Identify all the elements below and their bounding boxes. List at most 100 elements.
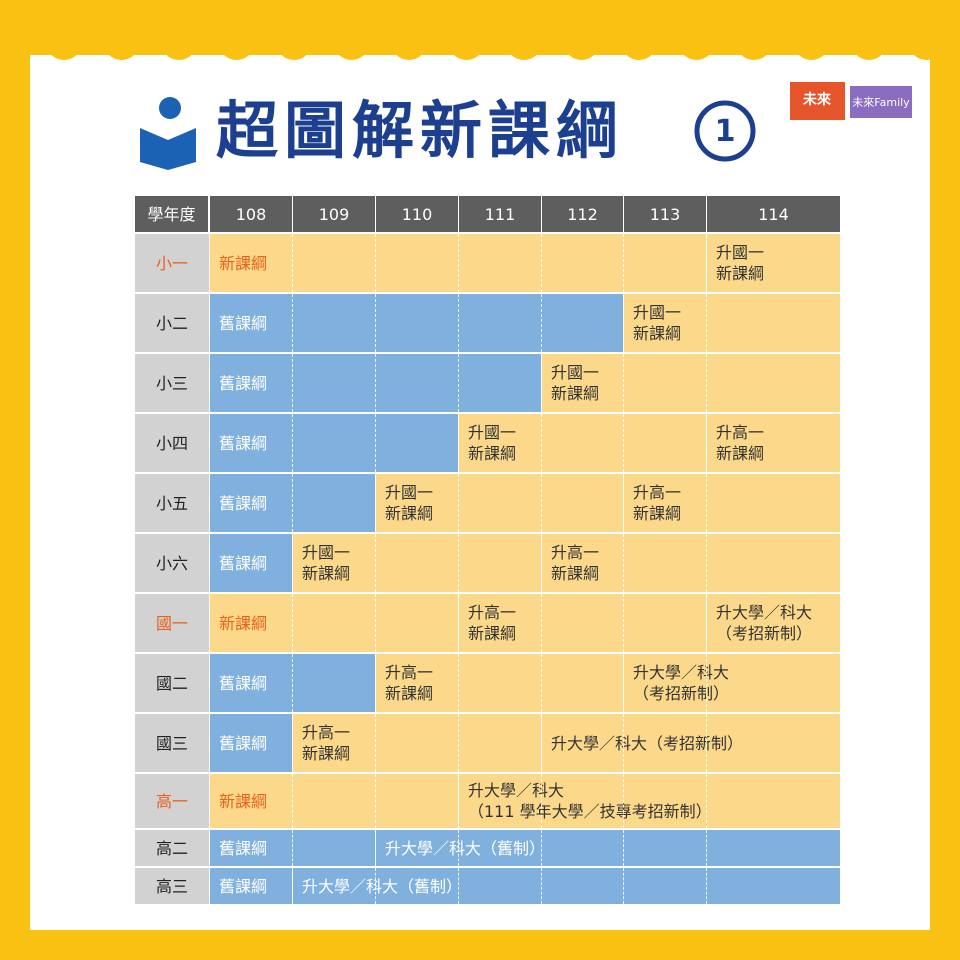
row-label: 小三: [135, 354, 209, 412]
row-label: 國一: [135, 594, 209, 652]
divider: [623, 414, 624, 472]
row-label: 高三: [135, 868, 209, 904]
divider: [458, 654, 459, 712]
segment: 升大學／科大 （111 學年大學／技專考招新制）: [459, 774, 840, 828]
divider: [541, 474, 542, 532]
cell-text: 升國一: [302, 543, 351, 562]
column-header: 112: [542, 196, 623, 232]
segment: 升國一 新課綱: [376, 474, 623, 532]
cell-text: 升高一: [302, 723, 351, 742]
cell-text: 舊課綱: [219, 673, 268, 693]
segment: 升高一 新課綱: [459, 594, 706, 652]
segment: 升國一 新課綱: [459, 414, 706, 472]
cell-text: 升高一: [716, 423, 765, 442]
divider: [292, 594, 293, 652]
divider: [706, 654, 707, 712]
cell-text: 升國一: [551, 363, 600, 382]
divider: [375, 774, 376, 828]
cell-text: 新課綱: [385, 684, 434, 703]
cell-text: 學年度: [147, 204, 196, 224]
row-label: 小五: [135, 474, 209, 532]
divider: [706, 774, 707, 828]
row-label: 國二: [135, 654, 209, 712]
cell-text: 小二: [155, 313, 188, 333]
row-label: 高一: [135, 774, 209, 828]
cell-text: 舊課綱: [219, 493, 268, 513]
segment: 舊課綱: [210, 414, 458, 472]
divider: [375, 714, 376, 772]
divider: [375, 534, 376, 592]
divider: [623, 774, 624, 828]
cell-text: 舊課綱: [219, 838, 268, 858]
cell-text: 高一: [155, 791, 188, 811]
cell-text: 升國一: [633, 303, 682, 322]
divider: [706, 354, 707, 412]
divider: [375, 294, 376, 352]
cell-text: 升大學／科大: [716, 603, 813, 622]
cell-text: 新課綱: [716, 444, 765, 463]
divider: [292, 830, 293, 866]
cell-text: 舊課綱: [219, 373, 268, 393]
segment: 舊課綱: [210, 534, 292, 592]
segment: 升大學／科大（舊制）: [293, 868, 840, 904]
divider: [375, 868, 376, 904]
cell-text: 新課綱: [633, 504, 682, 523]
segment: 升大學／科大 （考招新制）: [624, 654, 840, 712]
cell-text: 升國一: [385, 483, 434, 502]
cell-text: 舊課綱: [219, 433, 268, 453]
divider: [706, 474, 707, 532]
divider: [292, 414, 293, 472]
cell-text: 114: [758, 204, 789, 224]
divider: [623, 354, 624, 412]
divider: [375, 414, 376, 472]
cell-text: 國一: [155, 613, 188, 633]
segment: 升高一 新課綱: [542, 534, 840, 592]
divider: [292, 234, 293, 292]
segment: 升大學／科大（舊制）: [376, 830, 840, 866]
cell-text: 高三: [155, 876, 188, 896]
segment: 升高一 新課綱: [624, 474, 840, 532]
logo: 未來Family: [852, 96, 910, 109]
cell-text: 110: [401, 204, 433, 224]
cell-text: 新課綱: [385, 504, 434, 523]
divider: [623, 234, 624, 292]
cell-text: 升大學／科大（舊制）: [385, 838, 546, 858]
badge: 1: [715, 114, 736, 149]
divider: [623, 830, 624, 866]
cell-text: 新課綱: [219, 613, 268, 633]
divider: [292, 474, 293, 532]
segment: 新課綱: [210, 594, 458, 652]
cell-text: 升高一: [633, 483, 682, 502]
divider: [292, 354, 293, 412]
cell-text: 升高一: [468, 603, 517, 622]
row-label: 小四: [135, 414, 209, 472]
cell-text: （111 學年大學／技專考招新制）: [468, 802, 712, 821]
cell-text: 新課綱: [468, 624, 517, 643]
cell-text: 新課綱: [716, 264, 765, 283]
divider: [541, 414, 542, 472]
segment: 升國一 新課綱: [707, 234, 840, 292]
cell-text: 小六: [155, 553, 188, 573]
binder-rings: [46, 0, 945, 60]
column-header: 111: [459, 196, 541, 232]
divider: [623, 594, 624, 652]
cell-text: 新課綱: [219, 791, 268, 811]
cell-text: 升大學／科大: [633, 663, 730, 682]
cell-text: 國三: [155, 733, 188, 753]
cell-text: 新課綱: [302, 744, 351, 763]
divider: [541, 654, 542, 712]
cell-text: 113: [649, 204, 681, 224]
cell-text: （考招新制）: [716, 624, 813, 643]
cell-text: 國二: [155, 673, 188, 693]
segment: 升大學／科大 （考招新制）: [707, 594, 840, 652]
cell-text: 舊課綱: [219, 876, 268, 896]
cell-text: 升大學／科大: [468, 781, 565, 800]
logo-box: [790, 82, 845, 120]
row-label: 小一: [135, 234, 209, 292]
cell-text: 109: [318, 204, 350, 224]
cell-text: 新課綱: [468, 444, 517, 463]
column-header: 108: [210, 196, 292, 232]
divider: [706, 868, 707, 904]
segment: 升國一 新課綱: [624, 294, 840, 352]
